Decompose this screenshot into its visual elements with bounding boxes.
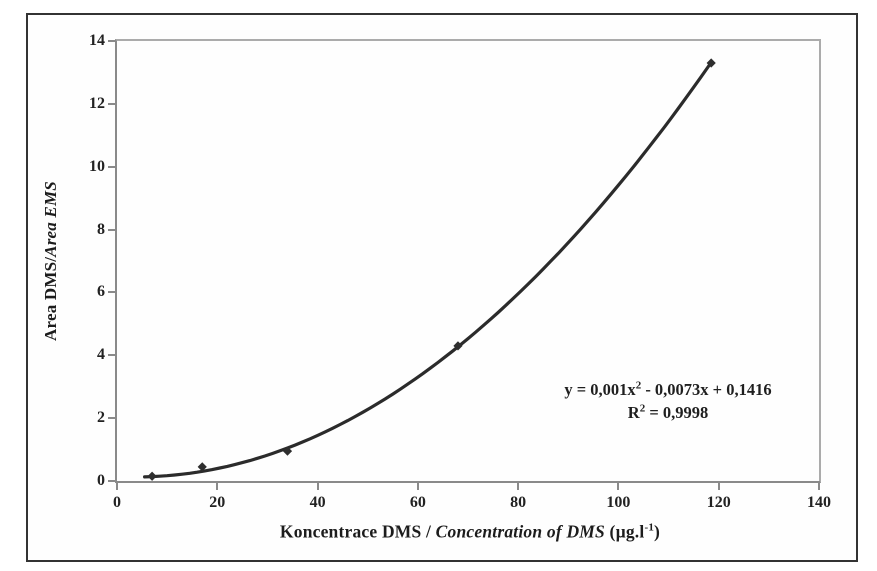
x-axis-title-unit-close: ) [654, 521, 661, 542]
y-tick-label: 2 [97, 409, 105, 427]
y-tick-label: 10 [89, 157, 105, 175]
x-axis-title-english: Concentration of DMS [435, 521, 605, 542]
y-tick-mark [108, 291, 115, 294]
data-point-marker [453, 341, 463, 351]
x-axis-title: Koncentrace DMS / Concentration of DMS (… [280, 522, 660, 543]
x-tick-mark [617, 481, 620, 490]
y-axis-title-english: Area EMS [41, 181, 60, 257]
y-tick-mark [108, 480, 115, 482]
figure-border [26, 13, 858, 562]
x-tick-label: 140 [807, 494, 831, 511]
x-tick-label: 100 [606, 494, 631, 511]
r-squared-exponent: 2 [639, 402, 646, 415]
x-tick-label: 40 [309, 494, 326, 511]
y-tick-mark [108, 102, 115, 105]
x-tick-mark [717, 481, 720, 490]
x-tick-mark [818, 481, 820, 490]
y-tick-label: 8 [97, 220, 105, 238]
x-tick-label: 80 [510, 494, 527, 511]
data-point-marker [197, 462, 207, 472]
y-axis-title-czech: Area DMS/ [41, 256, 60, 341]
x-axis-title-separator: / [421, 521, 436, 542]
y-tick-mark [108, 40, 115, 42]
y-axis-title: Area DMS/Area EMS [41, 181, 61, 341]
x-axis-title-unit: (µg.l [604, 521, 645, 542]
y-tick-label: 0 [97, 472, 105, 489]
trendline-curve [143, 60, 713, 479]
y-tick-label: 4 [97, 346, 105, 364]
x-tick-label: 20 [209, 494, 226, 511]
x-axis-title-czech: Koncentrace DMS [279, 521, 422, 542]
y-tick-mark [108, 228, 115, 231]
equation-annotation: y = 0,001x2 - 0,0073x + 0,1416 R2 = 0,99… [564, 378, 771, 424]
x-tick-mark [416, 481, 419, 490]
y-tick-label: 12 [89, 94, 105, 112]
y-tick-mark [108, 417, 115, 420]
x-tick-label: 0 [113, 494, 121, 511]
y-tick-label: 6 [97, 283, 105, 301]
x-axis-title-unit-exponent: -1 [644, 521, 655, 534]
equation-text: y = 0,001x2 - 0,0073x + 0,1416 [564, 378, 771, 401]
data-point-marker [147, 471, 157, 481]
r-squared-text: R2 = 0,9998 [564, 401, 771, 424]
plot-svg [143, 58, 716, 481]
equation-exponent: 2 [635, 379, 642, 392]
x-tick-mark [517, 481, 520, 490]
equation-prefix: y = 0,001x [564, 380, 636, 399]
data-point-marker [282, 446, 293, 456]
x-tick-label: 60 [409, 494, 426, 511]
x-tick-mark [116, 481, 118, 490]
x-tick-mark [216, 481, 219, 490]
y-tick-mark [108, 165, 115, 168]
equation-suffix: - 0,0073x + 0,1416 [641, 380, 772, 399]
plot-area: 0 2 4 6 8 10 12 14 0 20 40 60 80 100 120 140 y = 0,001… [89, 32, 831, 511]
x-tick-mark [316, 481, 319, 490]
r-squared-prefix: R [627, 403, 640, 422]
r-squared-suffix: = 0,9998 [645, 403, 709, 422]
x-tick-label: 120 [706, 494, 731, 511]
y-tick-label: 14 [89, 32, 105, 49]
y-tick-mark [108, 354, 115, 357]
